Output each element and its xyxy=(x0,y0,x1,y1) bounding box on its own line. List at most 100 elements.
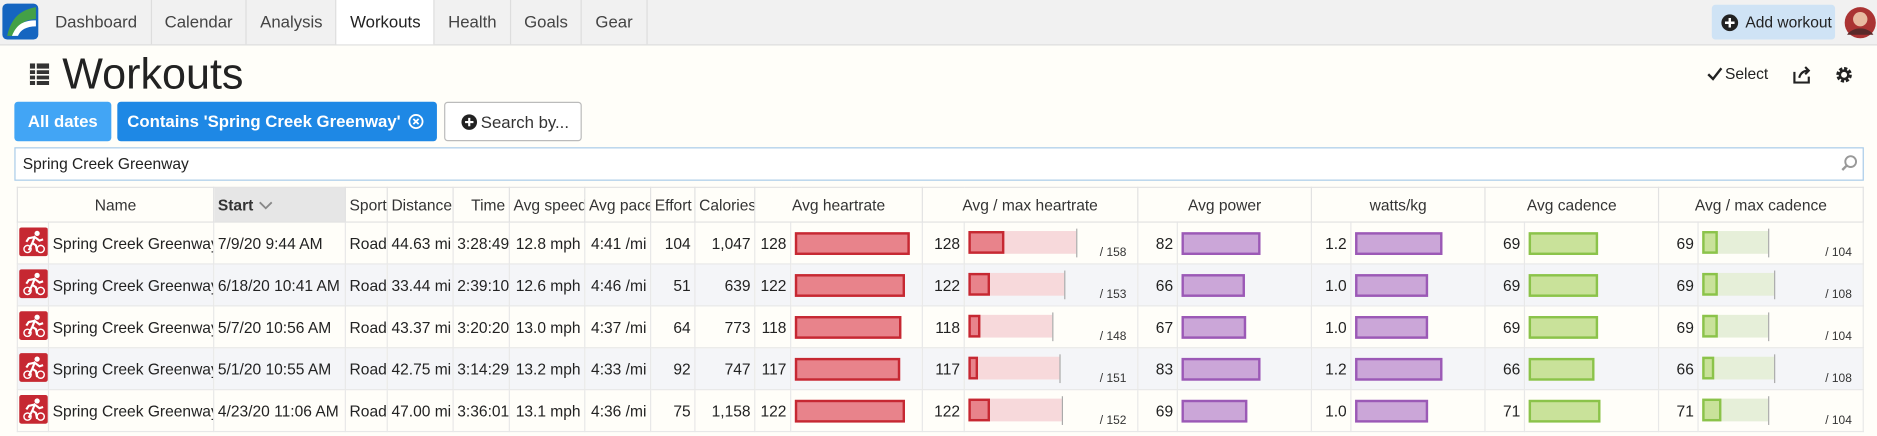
heartrate-range-max-label: / 153 xyxy=(1099,288,1127,302)
calories-cell: 1,158 xyxy=(694,389,756,433)
column-header[interactable]: Distance xyxy=(386,186,454,223)
heartrate-bar xyxy=(794,399,905,422)
column-header[interactable]: Avg cadence xyxy=(1484,186,1660,223)
nav-item[interactable]: Analysis xyxy=(247,0,337,45)
power-bar xyxy=(1181,315,1246,339)
column-header[interactable]: Avg speed xyxy=(508,186,586,223)
sport-icon xyxy=(19,352,48,382)
remove-filter-icon[interactable] xyxy=(408,114,424,130)
power-bar-cell xyxy=(1176,305,1312,349)
distance-cell: 47.00 mi xyxy=(386,389,454,433)
cadence-range-max-marker xyxy=(1768,312,1770,342)
table-body: Spring Creek Greenway 7/9/20 9:44 AM Road 4… xyxy=(16,221,1864,433)
nav-item[interactable]: Dashboard xyxy=(42,0,152,45)
heartrate-range-max-label: / 148 xyxy=(1099,330,1127,344)
column-header[interactable]: watts/kg xyxy=(1310,186,1486,223)
distance-cell: 43.37 mi xyxy=(386,305,454,349)
column-header[interactable]: Sport xyxy=(344,186,388,223)
sort-arrow xyxy=(258,201,272,209)
workout-row[interactable]: Spring Creek Greenway 5/1/20 10:55 AM Road… xyxy=(16,347,1864,391)
watts-per-kg-bar xyxy=(1355,273,1429,297)
watts-per-kg-value: 1.2 xyxy=(1310,347,1352,391)
distance-cell: 33.44 mi xyxy=(386,263,454,307)
sport-cell: Road xyxy=(344,347,388,391)
heartrate-range-max-bar xyxy=(968,314,1053,338)
all-dates-button[interactable]: All dates xyxy=(14,101,112,142)
nav-item[interactable]: Calendar xyxy=(151,0,247,45)
column-header[interactable]: Avg power xyxy=(1137,186,1312,223)
workout-row[interactable]: Spring Creek Greenway 6/18/20 10:41 AM Roa… xyxy=(16,263,1864,307)
heartrate-range-track: / 152 xyxy=(968,396,1133,428)
nav-items: Dashboard Calendar Analysis Workouts Health G… xyxy=(42,0,648,45)
cadence-range-bar-cell: / 108 xyxy=(1697,347,1864,391)
heartrate-bar-cell xyxy=(790,389,923,433)
column-header[interactable]: Time xyxy=(452,186,510,223)
workout-row[interactable]: Spring Creek Greenway 7/9/20 9:44 AM Road 4… xyxy=(16,221,1864,265)
heartrate-bar-cell xyxy=(790,221,923,265)
cadence-range-value: 69 xyxy=(1657,263,1699,307)
sport-icon-cell xyxy=(16,347,50,391)
heartrate-range-bar-cell: / 148 xyxy=(963,305,1139,349)
heartrate-range-bar-cell: / 152 xyxy=(963,389,1139,433)
settings-icon[interactable] xyxy=(1835,66,1853,84)
time-cell: 3:20:20 xyxy=(452,305,510,349)
name-cell: Spring Creek Greenway xyxy=(47,347,215,391)
nav-item[interactable]: Health xyxy=(435,0,511,45)
heartrate-bar xyxy=(794,273,905,297)
export-icon[interactable] xyxy=(1792,66,1811,84)
watts-per-kg-bar-cell xyxy=(1350,389,1486,433)
power-value: 82 xyxy=(1137,221,1178,265)
column-header[interactable]: Avg / max cadence xyxy=(1657,186,1864,223)
start-cell: 5/7/20 10:56 AM xyxy=(213,305,346,349)
heartrate-range-bar-cell: / 158 xyxy=(963,221,1139,265)
column-header[interactable]: Avg pace xyxy=(584,186,652,223)
time-cell: 3:36:01 xyxy=(452,389,510,433)
heartrate-range-avg-bar xyxy=(968,356,979,380)
heartrate-value: 117 xyxy=(754,347,792,391)
heartrate-range-value: 122 xyxy=(921,389,965,433)
nav-item[interactable]: Workouts xyxy=(336,0,435,45)
watts-per-kg-value: 1.2 xyxy=(1310,221,1352,265)
search-input[interactable]: Spring Creek Greenway xyxy=(14,147,1864,181)
avatar[interactable] xyxy=(1843,6,1877,40)
watts-per-kg-bar xyxy=(1355,357,1443,381)
cadence-range-max-label: / 104 xyxy=(1825,246,1852,260)
column-header[interactable]: Effort xyxy=(650,186,696,223)
speed-cell: 12.8 mph xyxy=(508,221,586,265)
column-header[interactable]: Name xyxy=(16,186,215,223)
calories-cell: 773 xyxy=(694,305,756,349)
heartrate-range-max-label: / 152 xyxy=(1099,414,1127,428)
cadence-range-max-marker xyxy=(1768,228,1770,258)
workout-row[interactable]: Spring Creek Greenway 5/7/20 10:56 AM Road… xyxy=(16,305,1864,349)
nav-item[interactable]: Goals xyxy=(511,0,583,45)
column-header[interactable]: Calories xyxy=(694,186,756,223)
cadence-range-avg-bar xyxy=(1702,231,1719,254)
sport-icon-cell xyxy=(16,305,50,349)
column-header[interactable]: Avg heartrate xyxy=(754,186,923,223)
distance-cell: 44.63 mi xyxy=(386,221,454,265)
pace-cell: 4:33 /mi xyxy=(584,347,652,391)
cadence-range-max-bar xyxy=(1702,314,1769,338)
contains-filter-button[interactable]: Contains 'Spring Creek Greenway' xyxy=(117,101,437,142)
column-header[interactable]: Start xyxy=(213,186,346,223)
nav-item[interactable]: Gear xyxy=(582,0,648,45)
check-icon xyxy=(1707,67,1723,81)
heartrate-range-bar-cell: / 151 xyxy=(963,347,1139,391)
logo[interactable] xyxy=(0,0,41,44)
plus-icon xyxy=(1721,14,1739,32)
heartrate-range-track: / 148 xyxy=(968,312,1133,344)
column-header[interactable]: Avg / max heartrate xyxy=(921,186,1139,223)
heartrate-range-max-bar xyxy=(968,398,1062,422)
power-bar-cell xyxy=(1176,347,1312,391)
workout-row[interactable]: Spring Creek Greenway 4/23/20 11:06 AM Roa… xyxy=(16,389,1864,433)
watts-per-kg-value: 1.0 xyxy=(1310,263,1352,307)
power-bar-cell xyxy=(1176,389,1312,433)
cadence-range-max-marker xyxy=(1774,354,1776,384)
select-button[interactable]: Select xyxy=(1724,64,1769,83)
heartrate-range-max-bar xyxy=(968,272,1065,296)
sport-icon xyxy=(19,268,48,298)
heartrate-range-max-marker xyxy=(1061,396,1063,425)
sport-cell: Road xyxy=(344,305,388,349)
heartrate-range-avg-bar xyxy=(968,398,990,422)
speed-cell: 13.1 mph xyxy=(508,389,586,433)
